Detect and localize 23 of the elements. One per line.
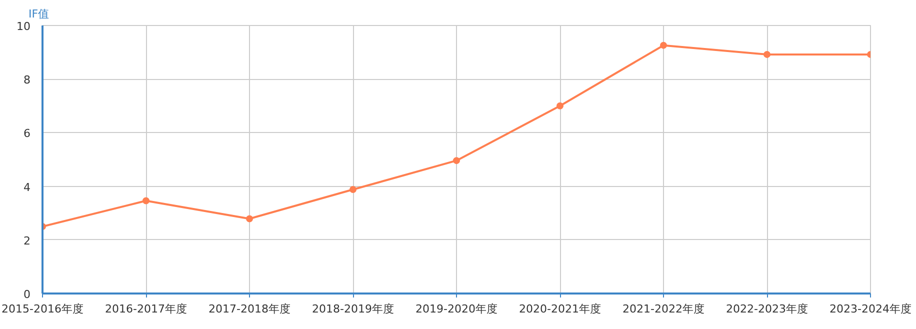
- point: [142, 197, 150, 204]
- y-tick-label: 8: [24, 74, 30, 87]
- x-tick-label: 2019-2020年度: [416, 302, 498, 316]
- point: [764, 50, 770, 58]
- x-tick-label: 2016-2017年度: [105, 302, 187, 316]
- point: [556, 102, 564, 110]
- x-tick-label: 2015-2016年度: [2, 302, 84, 316]
- x-tick-label: 2020-2021年度: [519, 302, 601, 316]
- point: [453, 157, 460, 164]
- y-axis-title: IF值: [28, 8, 50, 20]
- point: [246, 215, 253, 222]
- x-tick-label: 2022-2023年度: [726, 302, 808, 316]
- x-tick-label: 2021-2022年度: [622, 302, 704, 316]
- point: [350, 186, 356, 194]
- x-tick-label: 2023-2024年度: [830, 302, 912, 316]
- y-tick-label: 4: [24, 180, 30, 194]
- point: [660, 42, 667, 49]
- y-tick-label: 6: [24, 127, 30, 140]
- x-tick-label: 2018-2019年度: [312, 302, 394, 316]
- y-tick-label: 2: [24, 234, 30, 248]
- y-tick-label: 10: [16, 20, 31, 33]
- y-tick-label: 0: [24, 288, 30, 301]
- x-tick-label: 2017-2018年度: [208, 302, 290, 316]
